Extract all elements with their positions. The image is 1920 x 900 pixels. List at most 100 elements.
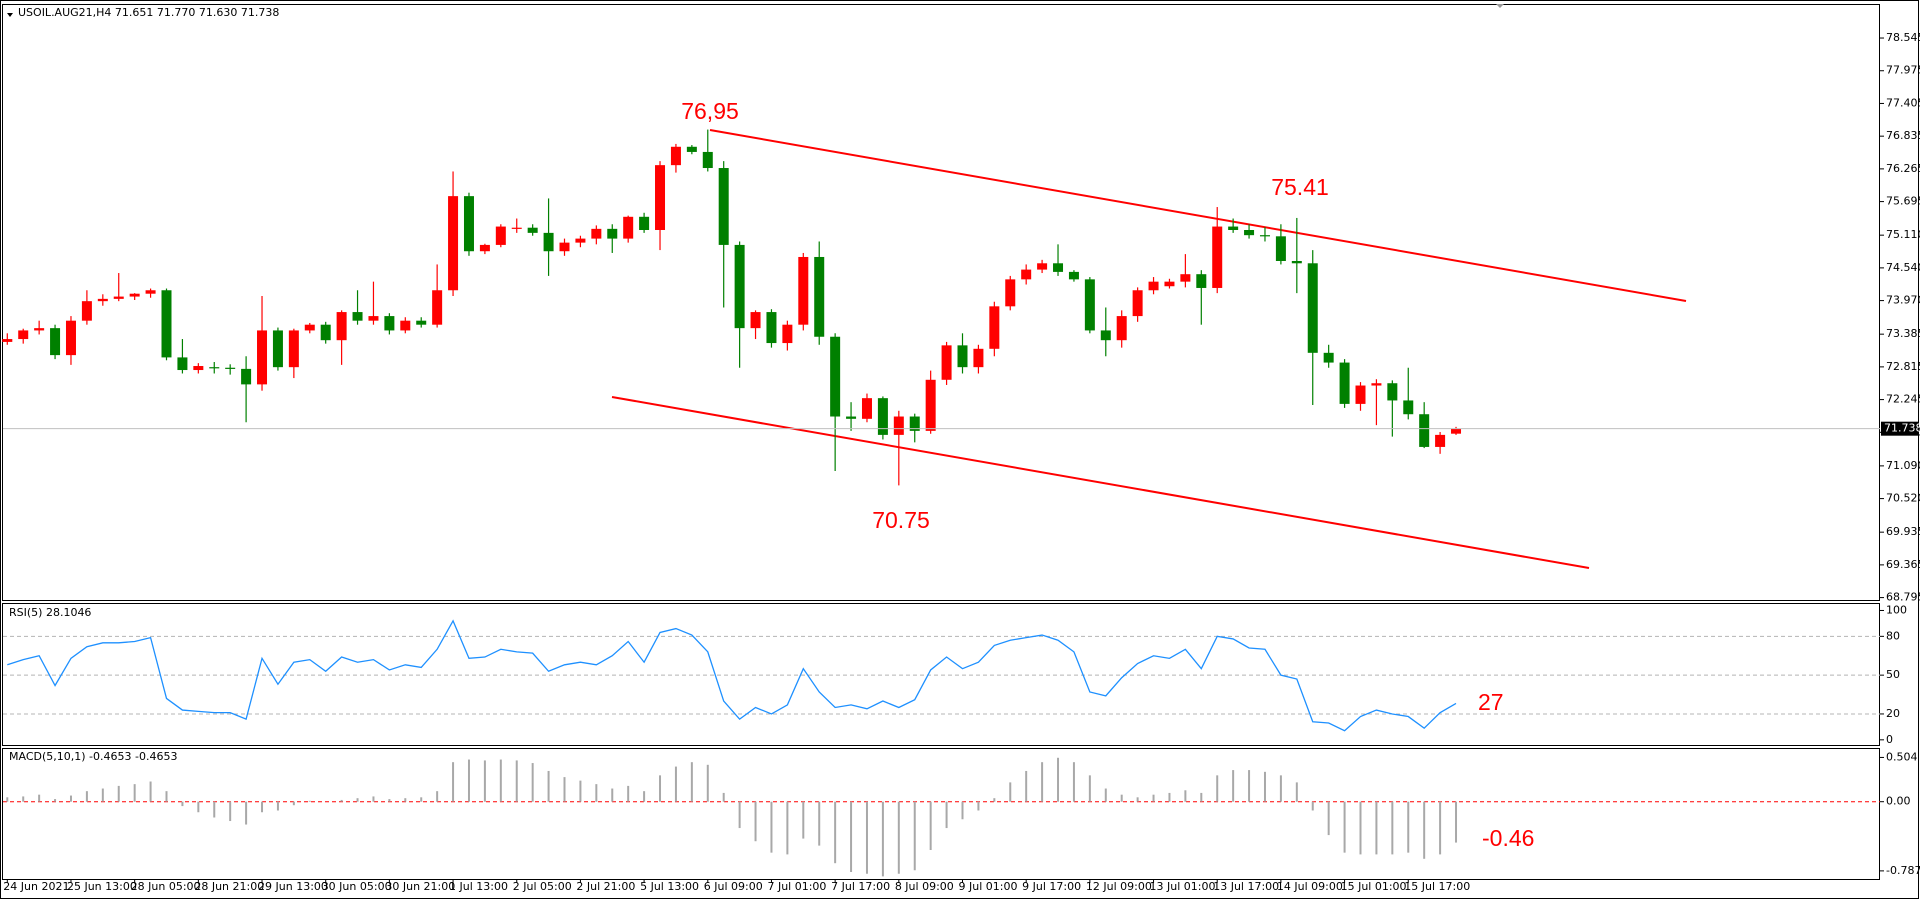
candle-body: [448, 196, 459, 291]
candle-body: [702, 151, 713, 169]
candle-body: [957, 345, 968, 368]
y-tick-label: 20: [1886, 707, 1900, 720]
candle-body: [1228, 226, 1239, 230]
y-tick-label: 74.540: [1886, 261, 1920, 274]
x-tick-label: 2 Jul 21:00: [576, 880, 635, 893]
y-tick-label: 77.975: [1886, 64, 1920, 77]
candle-body: [368, 316, 379, 321]
candle-body: [97, 298, 108, 302]
candle-body: [941, 345, 952, 380]
candle-body: [1180, 274, 1191, 282]
rsi-panel: [2, 603, 1880, 746]
candle-body: [1164, 281, 1175, 287]
candle-body: [1355, 385, 1366, 404]
y-tick-label: 80: [1886, 629, 1900, 642]
candle-body: [1291, 260, 1302, 264]
candle-body: [352, 312, 363, 321]
candle-body: [288, 330, 299, 368]
candle-body: [2, 339, 13, 342]
x-tick-label: 7 Jul 01:00: [767, 880, 826, 893]
x-tick-label: 30 Jun 05:00: [322, 880, 392, 893]
annotation: -0.46: [1482, 825, 1534, 851]
x-tick-label: 25 Jun 13:00: [67, 880, 137, 893]
y-tick-label: 77.405: [1886, 96, 1920, 109]
candle-body: [1435, 434, 1446, 447]
annotation: 70.75: [872, 507, 930, 533]
x-tick-label: 28 Jun 21:00: [194, 880, 264, 893]
x-tick-label: 8 Jul 09:00: [895, 880, 954, 893]
channel-upper: [709, 129, 1687, 302]
candle-body: [1323, 352, 1334, 363]
candle-body: [655, 165, 666, 230]
collapse-icon: [7, 13, 13, 17]
y-tick-label: 69.365: [1886, 558, 1920, 571]
candle-body: [81, 301, 92, 321]
y-tick-label: 0: [1886, 733, 1893, 746]
y-tick-label: -0.7876: [1886, 864, 1920, 877]
x-tick-label: 24 Jun 2021: [3, 880, 69, 893]
y-tick-label: 69.935: [1886, 525, 1920, 538]
candle-body: [257, 330, 268, 385]
candle-body: [511, 227, 522, 229]
candle-body: [272, 330, 283, 368]
y-tick-label: 76.265: [1886, 162, 1920, 175]
y-tick-label: 0.00: [1886, 795, 1911, 808]
y-tick-label: 68.795: [1886, 591, 1920, 604]
panel-title: MACD(5,10,1) -0.4653 -0.4653: [9, 750, 177, 763]
candle-body: [50, 328, 61, 356]
y-tick-label: 70.520: [1886, 492, 1920, 505]
candle-body: [1244, 229, 1255, 236]
x-tick-label: 12 Jul 09:00: [1086, 880, 1152, 893]
candle-body: [1419, 414, 1430, 447]
candle-body: [384, 316, 395, 331]
macd-panel: [2, 748, 1880, 880]
candle-body: [861, 398, 872, 419]
x-tick-label: 28 Jun 05:00: [131, 880, 201, 893]
y-tick-label: 72.245: [1886, 393, 1920, 406]
candle-body: [718, 168, 729, 245]
y-tick-label: 50: [1886, 668, 1900, 681]
x-tick-label: 1 Jul 13:00: [449, 880, 508, 893]
annotation: 76,95: [681, 98, 739, 124]
y-tick-label: 100: [1886, 603, 1907, 616]
x-tick-label: 5 Jul 13:00: [640, 880, 699, 893]
candle-body: [734, 244, 745, 329]
candle-body: [925, 379, 936, 431]
candle-body: [575, 238, 586, 243]
candle-body: [607, 228, 618, 239]
x-tick-label: 13 Jul 17:00: [1213, 880, 1279, 893]
candle-body: [400, 320, 411, 331]
candle-body: [336, 312, 347, 341]
current-price-label: 71.738: [1884, 422, 1920, 435]
current-price-box: [1881, 421, 1918, 436]
scroll-marker: [1496, 4, 1504, 8]
panel-title: USOIL.AUG21,H4 71.651 71.770 71.630 71.7…: [18, 6, 279, 19]
candle-body: [1037, 263, 1048, 270]
annotation: 27: [1478, 689, 1504, 715]
annotation: 75.41: [1271, 174, 1329, 200]
candle-body: [463, 196, 474, 252]
candle-body: [1148, 281, 1159, 291]
candle-body: [304, 324, 315, 331]
candle-body: [1403, 400, 1414, 415]
candle-body: [1387, 383, 1398, 401]
x-tick-label: 15 Jul 01:00: [1341, 880, 1407, 893]
candle-body: [129, 293, 140, 297]
y-tick-label: 76.835: [1886, 129, 1920, 142]
x-tick-label: 7 Jul 17:00: [831, 880, 890, 893]
candle-body: [1084, 279, 1095, 331]
candle-body: [1371, 383, 1382, 386]
candle-body: [145, 290, 156, 294]
candle-body: [893, 416, 904, 435]
candle-body: [1132, 290, 1143, 317]
main-panel: [2, 4, 1880, 601]
candle-body: [1005, 279, 1016, 307]
candle-body: [1196, 274, 1207, 288]
x-tick-label: 9 Jul 17:00: [1022, 880, 1081, 893]
candle-body: [113, 296, 124, 299]
candle-body: [814, 256, 825, 337]
candle-body: [750, 312, 761, 329]
candle-body: [766, 312, 777, 344]
